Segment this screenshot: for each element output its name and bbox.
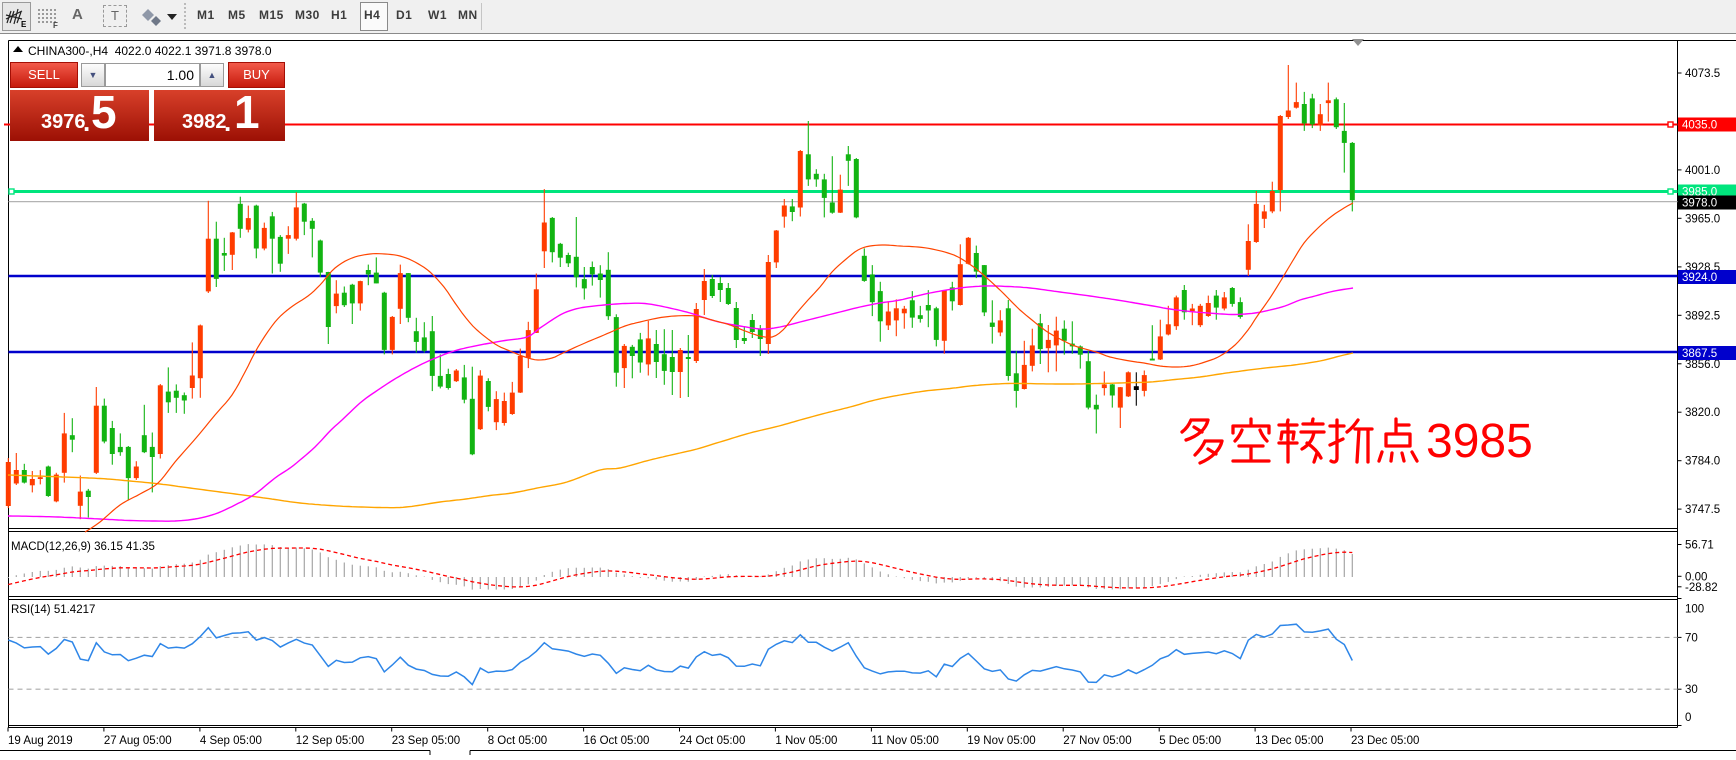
svg-text:4001.0: 4001.0 bbox=[1685, 165, 1720, 177]
svg-text:12 Sep 05:00: 12 Sep 05:00 bbox=[296, 735, 364, 747]
svg-text:RSI(14) 51.4217: RSI(14) 51.4217 bbox=[11, 604, 95, 616]
svg-text:100: 100 bbox=[1685, 604, 1704, 616]
svg-text:4073.5: 4073.5 bbox=[1685, 68, 1720, 80]
svg-text:E: E bbox=[21, 20, 27, 29]
svg-text:3856.0: 3856.0 bbox=[1685, 359, 1720, 371]
svg-text:MACD(12,26,9) 36.15 41.35: MACD(12,26,9) 36.15 41.35 bbox=[11, 541, 155, 553]
svg-text:30: 30 bbox=[1685, 684, 1698, 696]
svg-text:3820.0: 3820.0 bbox=[1685, 407, 1720, 419]
svg-text:0.00: 0.00 bbox=[1685, 571, 1707, 583]
svg-text:19 Nov 05:00: 19 Nov 05:00 bbox=[967, 735, 1035, 747]
svg-text:3867.5: 3867.5 bbox=[1682, 348, 1717, 360]
svg-text:27 Aug 05:00: 27 Aug 05:00 bbox=[104, 735, 172, 747]
svg-text:11 Nov 05:00: 11 Nov 05:00 bbox=[871, 735, 939, 747]
svg-text:56.71: 56.71 bbox=[1685, 540, 1714, 552]
svg-text:3784.0: 3784.0 bbox=[1685, 456, 1720, 468]
svg-text:0: 0 bbox=[1685, 712, 1691, 724]
svg-text:F: F bbox=[53, 21, 58, 30]
svg-text:CHINA300-,H4 4022.0 4022.1 39: CHINA300-,H4 4022.0 4022.1 3971.8 3978.0 bbox=[28, 44, 272, 58]
svg-text:5 Dec 05:00: 5 Dec 05:00 bbox=[1159, 735, 1221, 747]
svg-text:-28.82: -28.82 bbox=[1685, 582, 1718, 594]
svg-text:1 Nov 05:00: 1 Nov 05:00 bbox=[775, 735, 837, 747]
svg-text:3892.5: 3892.5 bbox=[1685, 310, 1720, 322]
svg-text:3985: 3985 bbox=[1426, 415, 1533, 468]
svg-text:23 Dec 05:00: 23 Dec 05:00 bbox=[1351, 735, 1419, 747]
svg-text:4035.0: 4035.0 bbox=[1682, 120, 1717, 132]
svg-text:19 Aug 2019: 19 Aug 2019 bbox=[8, 735, 73, 747]
svg-text:70: 70 bbox=[1685, 632, 1698, 644]
svg-text:23 Sep 05:00: 23 Sep 05:00 bbox=[392, 735, 460, 747]
svg-text:27 Nov 05:00: 27 Nov 05:00 bbox=[1063, 735, 1131, 747]
svg-text:4 Sep 05:00: 4 Sep 05:00 bbox=[200, 735, 262, 747]
svg-text:16 Oct 05:00: 16 Oct 05:00 bbox=[584, 735, 650, 747]
svg-text:3965.0: 3965.0 bbox=[1685, 213, 1720, 225]
svg-text:13 Dec 05:00: 13 Dec 05:00 bbox=[1255, 735, 1323, 747]
svg-text:3924.0: 3924.0 bbox=[1682, 272, 1717, 284]
svg-text:8 Oct 05:00: 8 Oct 05:00 bbox=[488, 735, 547, 747]
svg-text:3978.0: 3978.0 bbox=[1682, 198, 1717, 210]
svg-text:3747.5: 3747.5 bbox=[1685, 504, 1720, 516]
svg-text:24 Oct 05:00: 24 Oct 05:00 bbox=[680, 735, 746, 747]
